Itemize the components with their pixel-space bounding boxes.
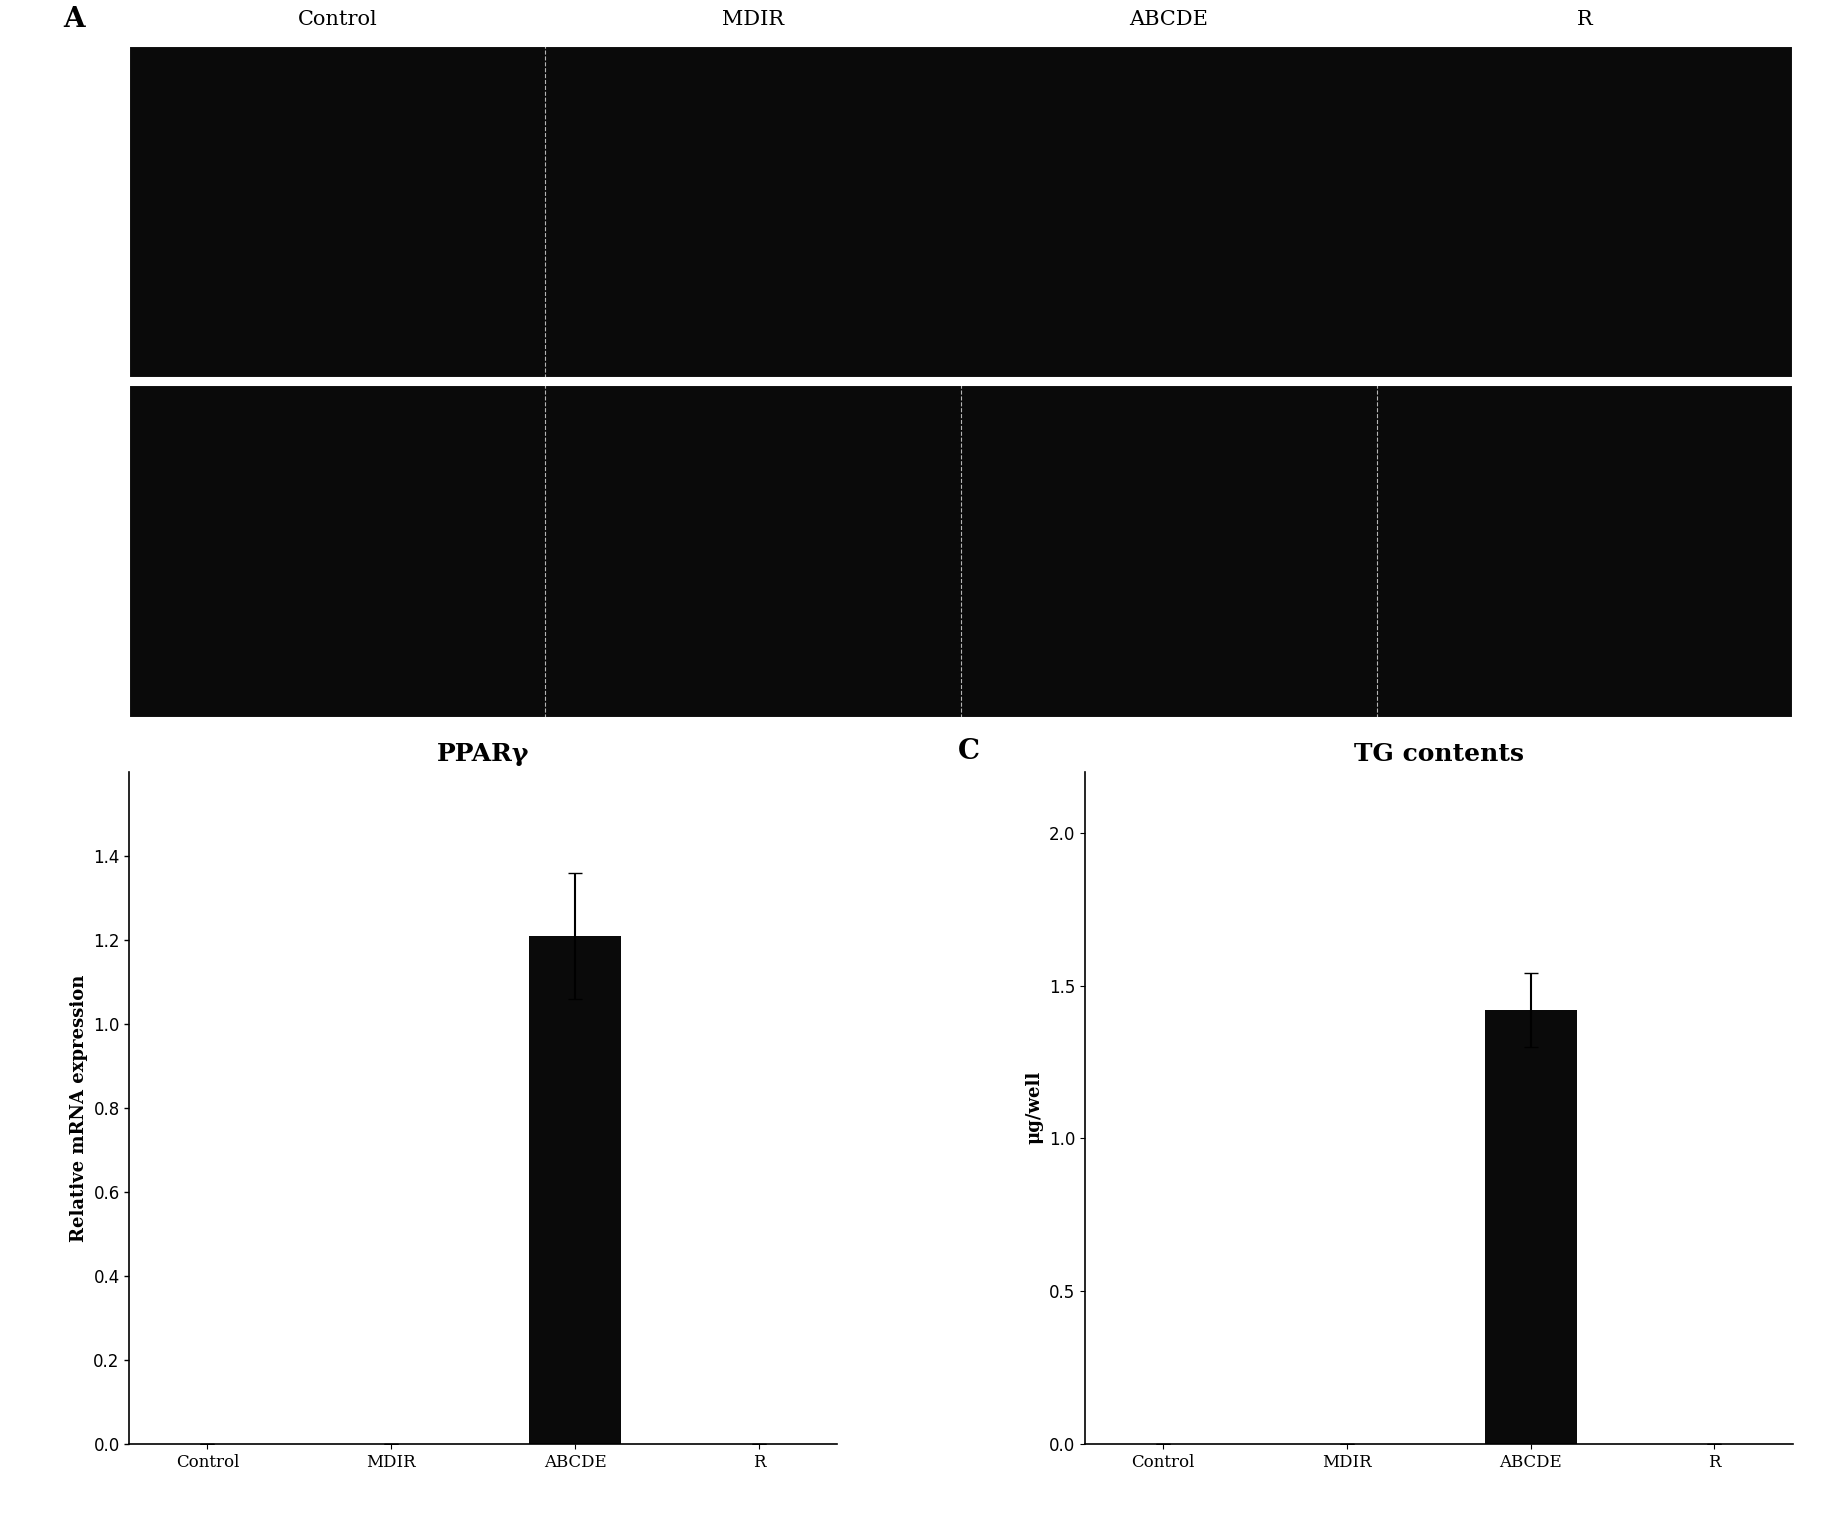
Text: C: C bbox=[957, 739, 979, 765]
Y-axis label: μg/well: μg/well bbox=[1026, 1072, 1042, 1145]
Y-axis label: Relative mRNA expression: Relative mRNA expression bbox=[70, 974, 87, 1242]
Text: R: R bbox=[1576, 11, 1593, 29]
Y-axis label: Phase: Phase bbox=[26, 202, 94, 222]
Text: MDIR: MDIR bbox=[723, 11, 784, 29]
Title: TG contents: TG contents bbox=[1355, 742, 1525, 766]
Y-axis label: Oil red: Oil red bbox=[20, 541, 100, 561]
Text: A: A bbox=[63, 6, 85, 32]
Text: ABCDE: ABCDE bbox=[1129, 11, 1209, 29]
Title: PPARγ: PPARγ bbox=[436, 742, 529, 766]
Bar bbox=[529, 936, 621, 1444]
Text: Control: Control bbox=[298, 11, 377, 29]
Bar bbox=[1484, 1011, 1576, 1444]
